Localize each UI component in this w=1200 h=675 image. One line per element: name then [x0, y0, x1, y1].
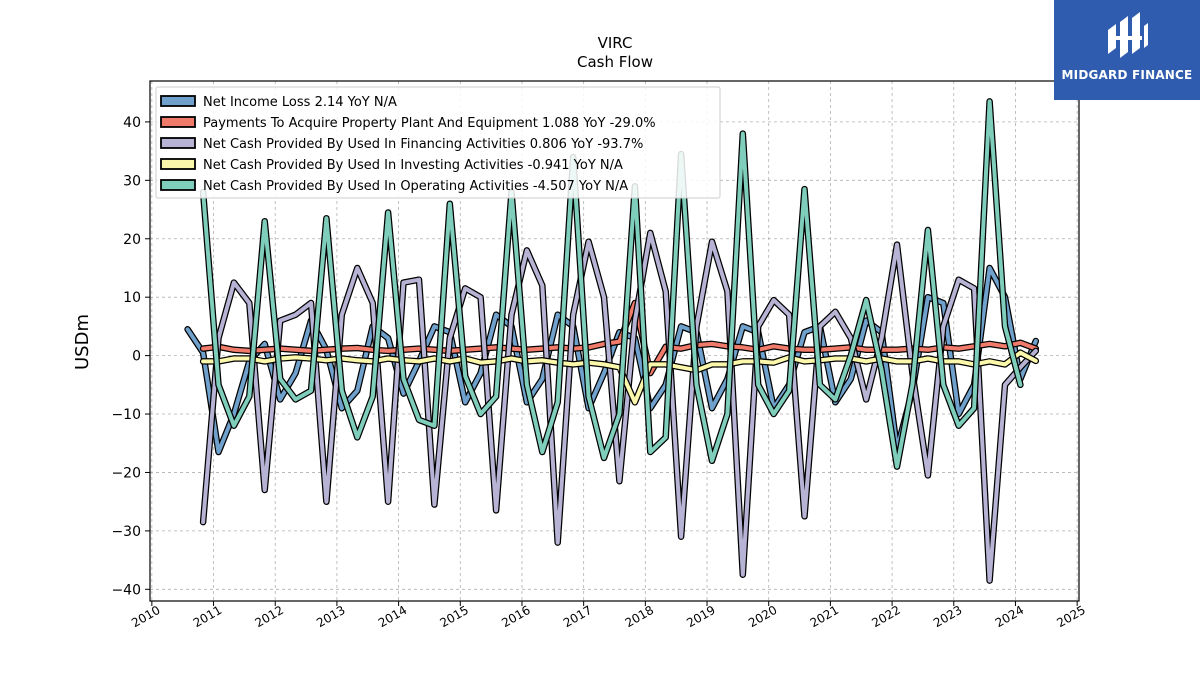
- legend: Net Income Loss 2.14 YoY N/A Payments To …: [155, 86, 721, 199]
- x-tick-label: 2017: [561, 603, 594, 630]
- y-tick-label: 30: [123, 173, 141, 189]
- y-tick-label: 0: [132, 349, 141, 365]
- legend-entry-1: Payments To Acquire Property Plant And E…: [203, 116, 656, 131]
- x-tick-label: 2011: [191, 603, 224, 630]
- y-tick-label: −30: [111, 524, 141, 540]
- legend-swatch-3: [160, 158, 196, 170]
- y-tick-label: 10: [123, 290, 141, 306]
- x-tick-label: 2018: [623, 603, 656, 630]
- legend-swatch-1: [160, 116, 196, 128]
- legend-swatch-0: [160, 95, 196, 107]
- x-tick-label: 2020: [746, 603, 779, 630]
- midgard-finance-logo: MIDGARD FINANCE: [1054, 0, 1200, 100]
- series-line-4: [201, 99, 1023, 469]
- y-axis-ticks: −40 −30 −20 −10 0 10 20 30 40: [111, 115, 150, 598]
- x-tick-label: 2016: [499, 603, 532, 630]
- x-tick-label: 2013: [314, 603, 347, 630]
- legend-swatch-2: [160, 137, 196, 149]
- x-tick-label: 2023: [931, 603, 964, 630]
- y-tick-label: 40: [123, 115, 141, 131]
- x-tick-label: 2010: [129, 603, 162, 630]
- x-tick-label: 2024: [993, 603, 1026, 630]
- x-tick-label: 2025: [1054, 603, 1087, 630]
- x-tick-label: 2015: [438, 603, 471, 630]
- x-tick-label: 2019: [684, 603, 717, 630]
- plot-frame: [149, 80, 1080, 602]
- y-tick-label: 20: [123, 232, 141, 248]
- logo-text: MIDGARD FINANCE: [1061, 68, 1193, 82]
- chart-title: VIRC: [598, 34, 633, 52]
- legend-entry-2: Net Cash Provided By Used In Financing A…: [203, 137, 643, 152]
- legend-swatch-4: [160, 179, 196, 191]
- y-tick-label: −10: [111, 407, 141, 423]
- legend-box: [155, 86, 721, 199]
- y-tick-label: −40: [111, 582, 141, 598]
- y-tick-label: −20: [111, 465, 141, 481]
- series-lines: [184, 98, 1040, 584]
- legend-entry-4: Net Cash Provided By Used In Operating A…: [203, 179, 628, 194]
- legend-entry-3: Net Cash Provided By Used In Investing A…: [203, 158, 623, 173]
- x-tick-label: 2014: [376, 603, 409, 630]
- x-axis-ticks: 2010 2011 2012 2013 2014 2015 2016 2017 2018 2019…: [129, 601, 1088, 630]
- midgard-logo-icon: [1108, 12, 1148, 58]
- legend-entry-0: Net Income Loss 2.14 YoY N/A: [203, 95, 397, 110]
- y-axis-label: USDm: [72, 314, 93, 370]
- x-tick-label: 2012: [252, 603, 285, 630]
- chart-subtitle: Cash Flow: [577, 53, 653, 71]
- x-tick-label: 2021: [808, 603, 841, 630]
- x-tick-label: 2022: [869, 603, 902, 630]
- series-line-2: [201, 230, 1038, 583]
